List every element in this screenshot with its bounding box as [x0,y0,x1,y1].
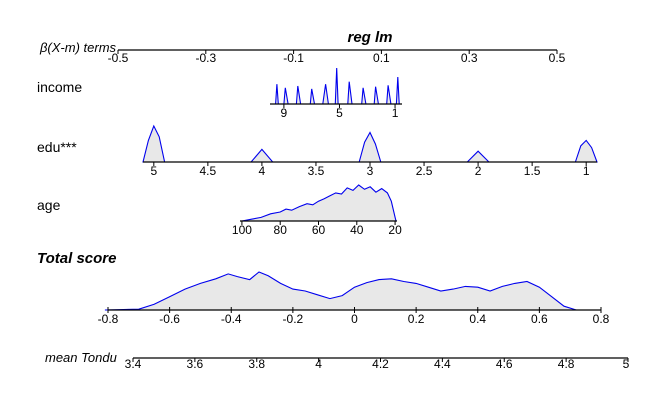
outcome-axis-tick-label: 4.6 [496,357,513,371]
points-axis-tick-label: 0.1 [373,51,390,65]
total-score-label: Total score [37,250,116,267]
total-score-density-curve [104,271,577,311]
edu-density-curve [142,124,598,163]
edu-tick-label: 1.5 [524,164,541,178]
outcome-axis-label: mean Tondu [45,350,117,365]
total-score-tick-label: -0.4 [221,312,242,326]
total-score-tick-label: 0.2 [408,312,425,326]
outcome-axis-tick-label: 4.4 [434,357,451,371]
points-axis-tick-label: -0.5 [108,51,129,65]
variable-label-income: income [37,79,82,95]
total-score-tick-label: -0.6 [159,312,180,326]
outcome-axis-tick-label: 4.8 [558,357,575,371]
outcome-axis-tick-label: 4 [315,357,322,371]
income-tick-label: 5 [336,106,343,120]
age-axis: 100 80 60 40 20 [232,184,402,237]
outcome-axis-tick-label: 4.2 [372,357,389,371]
points-axis-tick-label: -0.1 [283,51,304,65]
income-tick-label: 1 [392,106,399,120]
total-score-tick-label: -0.8 [98,312,119,326]
edu-tick-label: 2.5 [416,164,433,178]
age-tick-label: 60 [312,223,326,237]
points-axis-tick-label: -0.3 [195,51,216,65]
points-axis-tick-label: 0.5 [549,51,566,65]
total-score-tick-label: 0.6 [531,312,548,326]
outcome-axis: 3.4 3.6 3.8 4 4.2 4.4 4.6 4.8 5 [125,357,630,371]
edu-tick-label: 1 [583,164,590,178]
edu-tick-label: 2 [475,164,482,178]
total-score-tick-label: 0.8 [593,312,610,326]
total-score-tick-label: 0 [351,312,358,326]
edu-tick-label: 3.5 [308,164,325,178]
outcome-axis-tick-label: 5 [623,357,630,371]
age-density-curve [241,184,397,222]
points-axis-label: β(X-m) terms [39,40,117,55]
total-score-axis: -0.8 -0.6 -0.4 -0.2 0 0.2 0.4 0.6 0.8 [98,271,610,326]
income-tick-label: 9 [281,106,288,120]
outcome-axis-tick-label: 3.8 [248,357,265,371]
variable-label-edu: edu*** [37,139,77,155]
age-tick-label: 20 [388,223,402,237]
outcome-axis-tick-label: 3.4 [125,357,142,371]
edu-tick-label: 4.5 [200,164,217,178]
points-axis-tick-label: 0.3 [461,51,478,65]
age-tick-label: 40 [350,223,364,237]
variable-label-age: age [37,197,61,213]
income-density-curve [275,67,400,105]
edu-tick-label: 4 [259,164,266,178]
total-score-tick-label: -0.2 [283,312,304,326]
age-tick-label: 80 [274,223,288,237]
age-tick-label: 100 [232,223,252,237]
outcome-axis-tick-label: 3.6 [187,357,204,371]
points-axis: -0.5 -0.3 -0.1 0.1 0.3 0.5 [108,49,566,65]
edu-axis: 5 4.5 4 3.5 3 2.5 2 1.5 1 [142,124,598,178]
total-score-tick-label: 0.4 [469,312,486,326]
edu-tick-label: 5 [150,164,157,178]
edu-tick-label: 3 [367,164,374,178]
chart-title: reg lm [347,29,392,46]
income-axis: 9 5 1 [270,67,402,120]
